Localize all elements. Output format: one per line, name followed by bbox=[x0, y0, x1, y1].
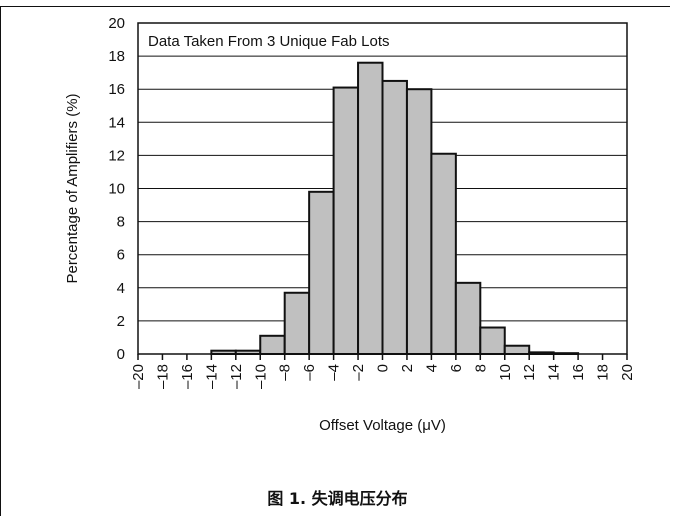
histogram-bar bbox=[405, 88, 433, 355]
y-tick-label: 8 bbox=[117, 214, 125, 231]
x-tick-label: 20 bbox=[619, 364, 636, 381]
histogram-bar bbox=[259, 334, 286, 356]
x-tick-label: –18 bbox=[154, 364, 171, 389]
x-tick-label: 12 bbox=[521, 364, 538, 381]
x-tick-label: –16 bbox=[179, 364, 196, 389]
x-tick-labels: –20 –18 –16 –14 –12 –10 –8 –6 –4 –2 0 2 4 6 8 10 12 14 16 1… bbox=[130, 364, 636, 389]
y-tick-labels: 0 2 4 6 8 10 12 14 16 18 20 bbox=[108, 15, 125, 363]
figure-frame-top bbox=[0, 6, 670, 7]
y-axis-label: Percentage of Amplifiers (%) bbox=[64, 93, 81, 283]
y-tick-label: 18 bbox=[108, 48, 125, 65]
histogram-bar bbox=[308, 190, 335, 355]
annotation-text: Data Taken From 3 Unique Fab Lots bbox=[148, 33, 390, 50]
y-tick-label: 6 bbox=[117, 247, 125, 264]
histogram-bar bbox=[357, 61, 384, 355]
x-tick-label: 0 bbox=[375, 364, 392, 372]
histogram-bar bbox=[381, 79, 408, 356]
x-tick-label: 14 bbox=[546, 364, 563, 381]
histogram-bar bbox=[332, 86, 360, 355]
x-tick-label: 4 bbox=[423, 364, 440, 372]
x-tick-label: 18 bbox=[595, 364, 612, 381]
x-tick-label: –6 bbox=[301, 364, 318, 381]
y-tick-label: 20 bbox=[108, 15, 125, 32]
x-tick-label: –14 bbox=[203, 364, 220, 389]
bars bbox=[210, 61, 580, 356]
x-tick-label: 8 bbox=[472, 364, 489, 372]
x-tick-label: –20 bbox=[130, 364, 147, 389]
x-axis-label: Offset Voltage (μV) bbox=[319, 417, 446, 434]
histogram-bar bbox=[430, 152, 457, 355]
histogram-bar bbox=[454, 281, 482, 355]
x-tick-label: 10 bbox=[497, 364, 514, 381]
x-tick-label: –12 bbox=[228, 364, 245, 389]
y-tick-label: 4 bbox=[117, 280, 125, 297]
x-tick-label: –4 bbox=[326, 364, 343, 381]
x-tick-label: 16 bbox=[570, 364, 587, 381]
x-tick-label: 2 bbox=[399, 364, 416, 372]
x-tick-label: –8 bbox=[277, 364, 294, 381]
figure-frame-left bbox=[0, 6, 1, 516]
figure-caption: 图 1. 失调电压分布 bbox=[267, 489, 408, 508]
histogram-bar bbox=[283, 291, 311, 356]
histogram-bar bbox=[503, 344, 531, 356]
x-tick-label: –10 bbox=[252, 364, 269, 389]
y-tick-label: 12 bbox=[108, 147, 125, 164]
y-tick-label: 2 bbox=[117, 313, 125, 330]
y-tick-label: 0 bbox=[117, 346, 125, 363]
x-tick-label: –2 bbox=[350, 364, 367, 381]
y-tick-label: 10 bbox=[108, 181, 125, 198]
histogram-bar bbox=[479, 326, 506, 355]
x-tick-label: 6 bbox=[448, 364, 465, 372]
axis-ticks bbox=[137, 354, 628, 360]
y-tick-label: 14 bbox=[108, 114, 125, 131]
y-tick-label: 16 bbox=[108, 81, 125, 98]
